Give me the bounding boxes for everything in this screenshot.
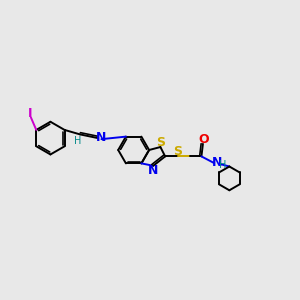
Text: H: H [74,136,81,146]
Text: N: N [212,156,223,169]
Text: S: S [156,136,165,149]
Text: N: N [148,164,158,177]
Text: I: I [28,107,32,120]
Text: O: O [198,133,208,146]
Text: H: H [218,160,226,170]
Text: S: S [173,145,182,158]
Text: N: N [96,131,106,144]
